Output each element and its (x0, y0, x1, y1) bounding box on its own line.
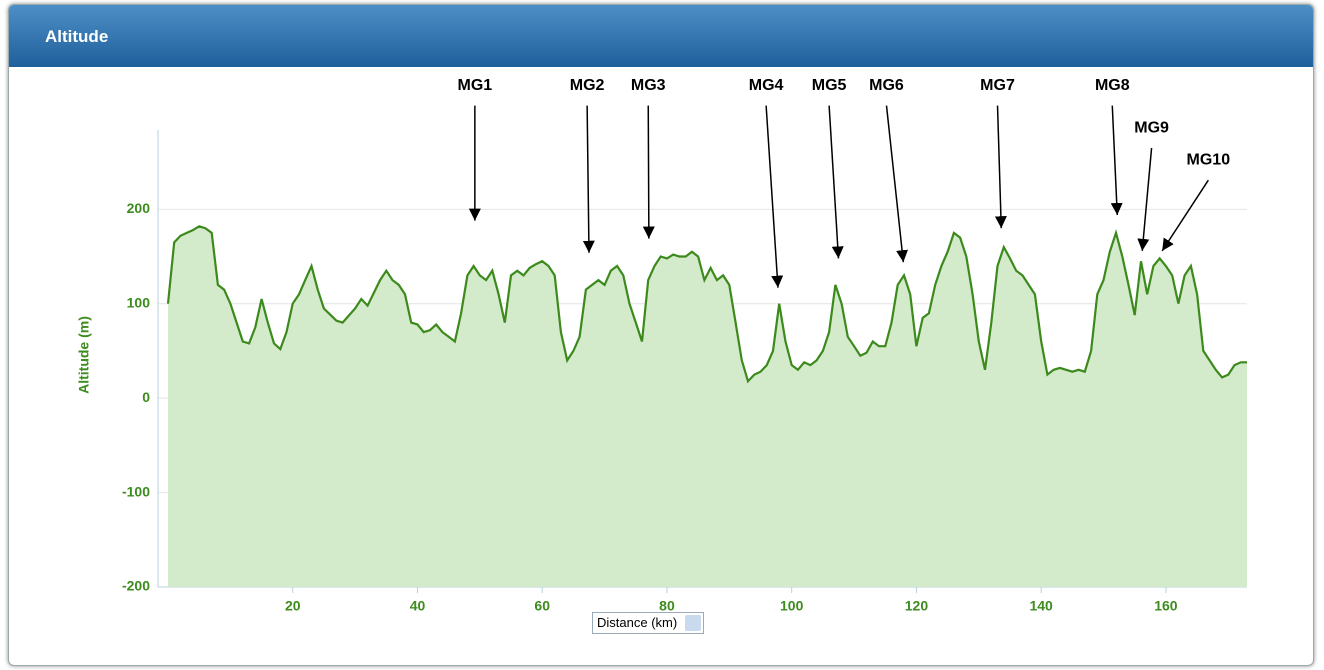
y-tick-label: -200 (122, 578, 150, 594)
annotation-arrow (994, 105, 1007, 229)
annotation-label: MG2 (570, 77, 605, 94)
annotation-arrow (582, 105, 595, 253)
annotation-label: MG1 (458, 77, 493, 94)
x-tick-label: 60 (534, 598, 550, 614)
annotation-arrow (642, 105, 655, 239)
annotation-arrow (828, 105, 844, 259)
y-tick-label: 100 (127, 294, 151, 310)
x-tick-label: 140 (1029, 598, 1053, 614)
annotation-label: MG9 (1134, 119, 1169, 136)
annotation-label: MG8 (1095, 77, 1130, 94)
annotation-label: MG5 (812, 77, 847, 94)
annotation-arrow (765, 105, 784, 288)
annotation-arrow (1137, 148, 1153, 251)
annotation-label: MG10 (1187, 151, 1231, 168)
y-tick-label: -100 (122, 483, 150, 499)
annotation-arrow (885, 105, 909, 263)
annotation-label: MG4 (749, 77, 784, 94)
x-tick-label: 80 (659, 598, 675, 614)
annotation-arrow (1161, 179, 1209, 252)
annotation-label: MG6 (869, 77, 904, 94)
altitude-line (166, 225, 1247, 384)
x-tick-label: 120 (905, 598, 929, 614)
area-fill (168, 226, 1247, 588)
panel-title: Altitude (9, 5, 1313, 67)
y-tick-label: 0 (142, 389, 150, 405)
x-tick-label: 20 (285, 598, 301, 614)
y-tick-label: 200 (127, 200, 151, 216)
x-tick-label: 160 (1154, 598, 1178, 614)
y-axis-label: Altitude (m) (76, 316, 92, 394)
annotation-arrow (1110, 105, 1123, 216)
annotation-label: MG3 (631, 77, 666, 94)
x-tick-label: 40 (410, 598, 426, 614)
annotation-label: MG7 (980, 77, 1015, 94)
x-tick-label: 100 (780, 598, 804, 614)
x-axis-dropdown[interactable]: Distance (km) (592, 612, 705, 634)
